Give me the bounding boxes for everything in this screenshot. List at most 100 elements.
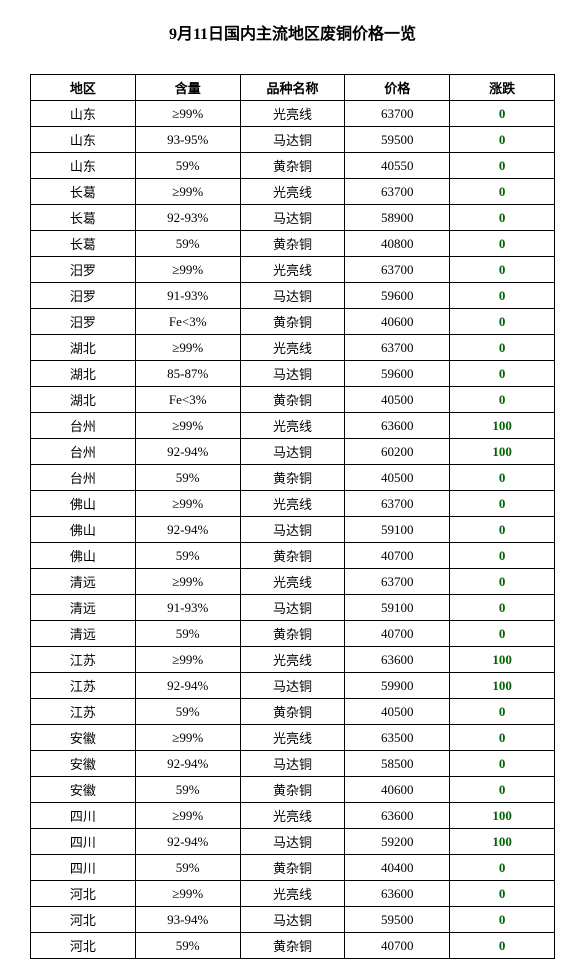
table-cell: ≥99%	[135, 569, 240, 595]
table-cell: ≥99%	[135, 257, 240, 283]
table-cell: 59%	[135, 933, 240, 959]
table-cell: 59%	[135, 777, 240, 803]
table-cell: 光亮线	[240, 647, 345, 673]
table-row: 汨罗Fe<3%黄杂铜406000	[31, 309, 555, 335]
table-cell: 40600	[345, 309, 450, 335]
col-header-region: 地区	[31, 75, 136, 101]
table-cell: 光亮线	[240, 881, 345, 907]
table-cell: 佛山	[31, 543, 136, 569]
table-cell: 0	[450, 569, 555, 595]
table-cell: 0	[450, 465, 555, 491]
table-cell: 63700	[345, 335, 450, 361]
table-cell: 40800	[345, 231, 450, 257]
table-row: 四川≥99%光亮线63600100	[31, 803, 555, 829]
table-cell: 59600	[345, 283, 450, 309]
table-cell: 黄杂铜	[240, 387, 345, 413]
table-cell: 光亮线	[240, 335, 345, 361]
table-cell: 河北	[31, 907, 136, 933]
table-cell: 0	[450, 361, 555, 387]
table-cell: ≥99%	[135, 335, 240, 361]
page-title: 9月11日国内主流地区废铜价格一览	[30, 20, 555, 44]
table-cell: 0	[450, 335, 555, 361]
table-cell: 40700	[345, 621, 450, 647]
table-cell: 马达铜	[240, 439, 345, 465]
table-row: 佛山59%黄杂铜407000	[31, 543, 555, 569]
table-cell: 58900	[345, 205, 450, 231]
table-cell: ≥99%	[135, 413, 240, 439]
table-cell: 0	[450, 543, 555, 569]
table-cell: 91-93%	[135, 595, 240, 621]
table-cell: 佛山	[31, 517, 136, 543]
table-cell: 光亮线	[240, 491, 345, 517]
table-row: 长葛59%黄杂铜408000	[31, 231, 555, 257]
table-cell: ≥99%	[135, 179, 240, 205]
table-cell: 63700	[345, 569, 450, 595]
table-row: 河北59%黄杂铜407000	[31, 933, 555, 959]
table-cell: 59%	[135, 699, 240, 725]
table-cell: 黄杂铜	[240, 543, 345, 569]
table-row: 江苏≥99%光亮线63600100	[31, 647, 555, 673]
table-cell: 59200	[345, 829, 450, 855]
table-cell: 100	[450, 673, 555, 699]
table-row: 安徽92-94%马达铜585000	[31, 751, 555, 777]
table-cell: 0	[450, 855, 555, 881]
table-cell: 63700	[345, 101, 450, 127]
table-cell: 河北	[31, 933, 136, 959]
table-cell: 0	[450, 595, 555, 621]
table-cell: 马达铜	[240, 595, 345, 621]
table-cell: 光亮线	[240, 257, 345, 283]
table-cell: 台州	[31, 439, 136, 465]
price-table: 地区 含量 品种名称 价格 涨跌 山东≥99%光亮线637000山东93-95%…	[30, 74, 555, 959]
table-cell: 59%	[135, 231, 240, 257]
table-row: 湖北≥99%光亮线637000	[31, 335, 555, 361]
table-cell: 清远	[31, 569, 136, 595]
table-cell: 黄杂铜	[240, 621, 345, 647]
table-cell: 光亮线	[240, 569, 345, 595]
table-cell: 马达铜	[240, 907, 345, 933]
table-cell: 93-95%	[135, 127, 240, 153]
table-row: 安徽≥99%光亮线635000	[31, 725, 555, 751]
table-body: 山东≥99%光亮线637000山东93-95%马达铜595000山东59%黄杂铜…	[31, 101, 555, 959]
table-row: 汨罗91-93%马达铜596000	[31, 283, 555, 309]
table-cell: 59%	[135, 621, 240, 647]
table-cell: 黄杂铜	[240, 699, 345, 725]
table-cell: 40400	[345, 855, 450, 881]
table-cell: 佛山	[31, 491, 136, 517]
table-cell: 59100	[345, 595, 450, 621]
table-cell: 光亮线	[240, 413, 345, 439]
table-cell: 0	[450, 699, 555, 725]
table-cell: ≥99%	[135, 491, 240, 517]
table-row: 江苏92-94%马达铜59900100	[31, 673, 555, 699]
table-cell: 100	[450, 829, 555, 855]
table-cell: 40500	[345, 699, 450, 725]
table-cell: 0	[450, 205, 555, 231]
table-cell: 汨罗	[31, 309, 136, 335]
table-cell: 0	[450, 517, 555, 543]
table-cell: 光亮线	[240, 101, 345, 127]
table-cell: 60200	[345, 439, 450, 465]
table-cell: 山东	[31, 127, 136, 153]
table-cell: 40700	[345, 543, 450, 569]
table-cell: 0	[450, 881, 555, 907]
table-cell: 黄杂铜	[240, 153, 345, 179]
table-cell: 长葛	[31, 179, 136, 205]
table-cell: 59900	[345, 673, 450, 699]
table-cell: 马达铜	[240, 127, 345, 153]
table-cell: 湖北	[31, 387, 136, 413]
table-cell: 0	[450, 127, 555, 153]
table-cell: 92-94%	[135, 751, 240, 777]
table-cell: 63600	[345, 413, 450, 439]
table-cell: 四川	[31, 855, 136, 881]
table-cell: 93-94%	[135, 907, 240, 933]
table-cell: ≥99%	[135, 803, 240, 829]
table-cell: 清远	[31, 621, 136, 647]
table-row: 山东93-95%马达铜595000	[31, 127, 555, 153]
table-cell: 92-93%	[135, 205, 240, 231]
table-row: 台州59%黄杂铜405000	[31, 465, 555, 491]
table-row: 山东59%黄杂铜405500	[31, 153, 555, 179]
table-cell: 0	[450, 153, 555, 179]
table-cell: 黄杂铜	[240, 855, 345, 881]
table-cell: 四川	[31, 829, 136, 855]
table-cell: 光亮线	[240, 179, 345, 205]
table-row: 江苏59%黄杂铜405000	[31, 699, 555, 725]
